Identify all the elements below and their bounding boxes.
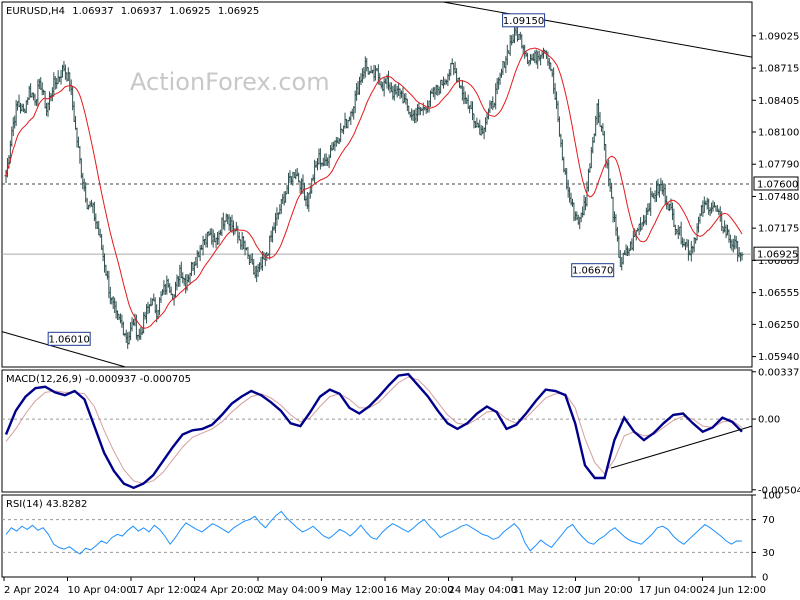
rsi-y-axis: 100 70 30 0 [752, 491, 781, 584]
price-y-tick-label: 1.05940 [758, 352, 799, 363]
macd-y-tick-label: 0.00 [758, 415, 780, 426]
price-annotations: 1.09150 1.06670 1.06010 [47, 13, 615, 346]
macd-label: MACD(12,26,9) -0.000937 -0.000705 [6, 374, 191, 385]
price-annotation: 1.06670 [571, 263, 615, 278]
x-tick-label: 10 Apr 04:00 [68, 585, 133, 596]
price-y-tick-label: 1.07175 [758, 224, 799, 235]
macd-pane: MACD(12,26,9) -0.000937 -0.000705 0.0033… [1, 367, 800, 496]
macd-trendline [610, 425, 753, 469]
axis-tag-label: 1.07600 [757, 179, 798, 190]
price-y-tick-label: 1.06250 [758, 320, 799, 331]
price-annotation: 1.06010 [47, 331, 91, 346]
macd-y-tick-label: -0.00504 [758, 485, 800, 496]
rsi-pane: RSI(14) 43.8282 100 70 30 0 [1, 491, 781, 584]
moving-average-line [5, 47, 743, 329]
x-tick-label: 7 Jun 20:00 [576, 585, 633, 596]
price-y-tick-label: 1.08405 [758, 96, 799, 107]
x-tick-label: 9 May 12:00 [322, 585, 384, 596]
x-tick-label: 16 May 20:00 [385, 585, 454, 596]
x-tick-label: 2 May 04:00 [258, 585, 320, 596]
resistance-tag: 1.07600 [753, 176, 799, 191]
x-tick-label: 24 Apr 20:00 [195, 585, 260, 596]
axis-tag-label: 1.06925 [757, 250, 798, 261]
price-y-tick-label: 1.07480 [758, 192, 799, 203]
price-pane: ActionForex.com EURUSD,H4 1.06937 1.0693… [1, 1, 799, 368]
macd-y-tick-label: 0.003375 [758, 367, 800, 378]
x-tick-label: 31 May 12:00 [512, 585, 581, 596]
x-tick-label: 24 Jun 12:00 [703, 585, 767, 596]
channel-trendline [1, 331, 126, 368]
price-y-tick-label: 1.07790 [758, 160, 799, 171]
x-tick-label: 17 Apr 12:00 [131, 585, 196, 596]
rsi-y-tick-label: 30 [762, 548, 775, 559]
x-tick-label: 24 May 04:00 [449, 585, 518, 596]
price-annotation-label: 1.06670 [572, 266, 613, 277]
rsi-y-tick-label: 0 [762, 573, 768, 584]
price-y-tick-label: 1.06555 [758, 288, 799, 299]
price-levels [2, 183, 752, 255]
price-y-axis: 1.09025 1.08715 1.08405 1.08100 1.07790 1.074… [752, 31, 799, 363]
price-annotation-label: 1.09150 [503, 16, 544, 27]
symbol-label: EURUSD,H4 1.06937 1.06937 1.06925 1.0692… [6, 6, 259, 17]
rsi-line [5, 510, 743, 555]
price-y-tick-label: 1.09025 [758, 31, 799, 42]
x-tick-label: 2 Apr 2024 [4, 585, 59, 596]
price-bars [4, 25, 744, 349]
rsi-y-tick-label: 100 [762, 491, 781, 502]
macd-line [4, 372, 743, 490]
price-trendlines [1, 1, 753, 368]
watermark: ActionForex.com [130, 68, 330, 96]
price-y-tick-label: 1.06865 [758, 256, 799, 267]
macd-signal-line [5, 376, 743, 485]
x-tick-label: 17 Jun 04:00 [639, 585, 703, 596]
price-annotation-label: 1.06010 [48, 334, 89, 345]
price-annotation: 1.09150 [502, 13, 546, 28]
rsi-label: RSI(14) 43.8282 [6, 499, 87, 510]
macd-y-axis: 0.003375 0.00 -0.00504 [752, 367, 800, 496]
price-y-tick-label: 1.08100 [758, 127, 799, 138]
price-y-tick-label: 1.08715 [758, 64, 799, 75]
price-bar [740, 252, 744, 261]
rsi-y-tick-label: 70 [762, 515, 775, 526]
channel-trendline [443, 1, 753, 58]
rsi-levels [2, 519, 752, 553]
current-price-tag: 1.06925 [753, 246, 799, 261]
price-axis-tags: 1.07600 1.06925 [753, 176, 799, 261]
